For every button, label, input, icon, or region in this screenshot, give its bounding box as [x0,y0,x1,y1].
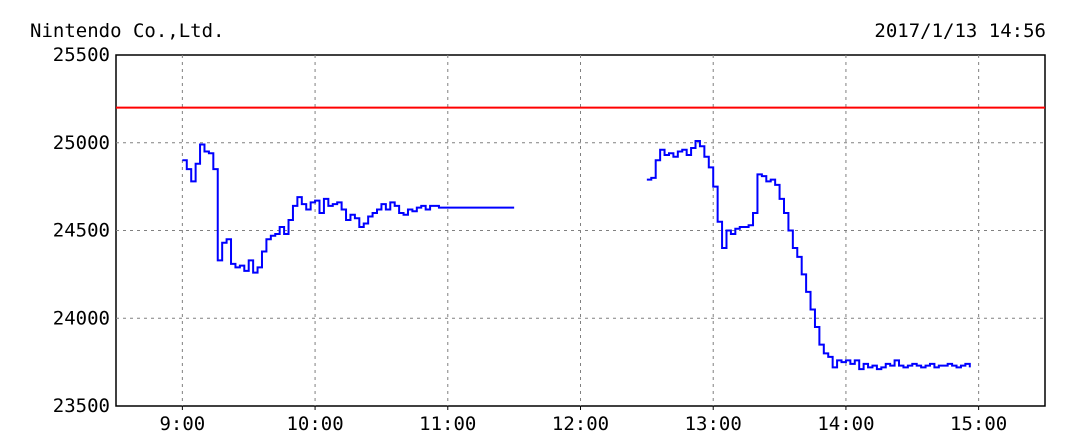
y-tick-label: 25000 [53,132,110,154]
x-tick-label: 9:00 [159,413,205,435]
y-tick-label: 24500 [53,220,110,242]
x-tick-label: 10:00 [286,413,343,435]
y-tick-label: 23500 [53,395,110,417]
price-series [182,139,971,371]
y-axis: 25500 25000 24500 24000 23500 [53,44,110,417]
x-tick-label: 15:00 [950,413,1007,435]
x-tick-label: 11:00 [419,413,476,435]
chart-timestamp: 2017/1/13 14:56 [874,20,1046,42]
series-line-afternoon [646,139,971,371]
grid [116,55,1045,406]
x-tick-label: 14:00 [817,413,874,435]
x-tick-label: 12:00 [552,413,609,435]
x-axis: 9:00 10:00 11:00 12:00 13:00 14:00 15:00 [159,406,1007,435]
y-tick-label: 25500 [53,44,110,66]
y-tick-label: 24000 [53,307,110,329]
series-line-morning [182,143,515,274]
chart-title: Nintendo Co.,Ltd. [30,20,225,42]
x-tick-label: 13:00 [685,413,742,435]
